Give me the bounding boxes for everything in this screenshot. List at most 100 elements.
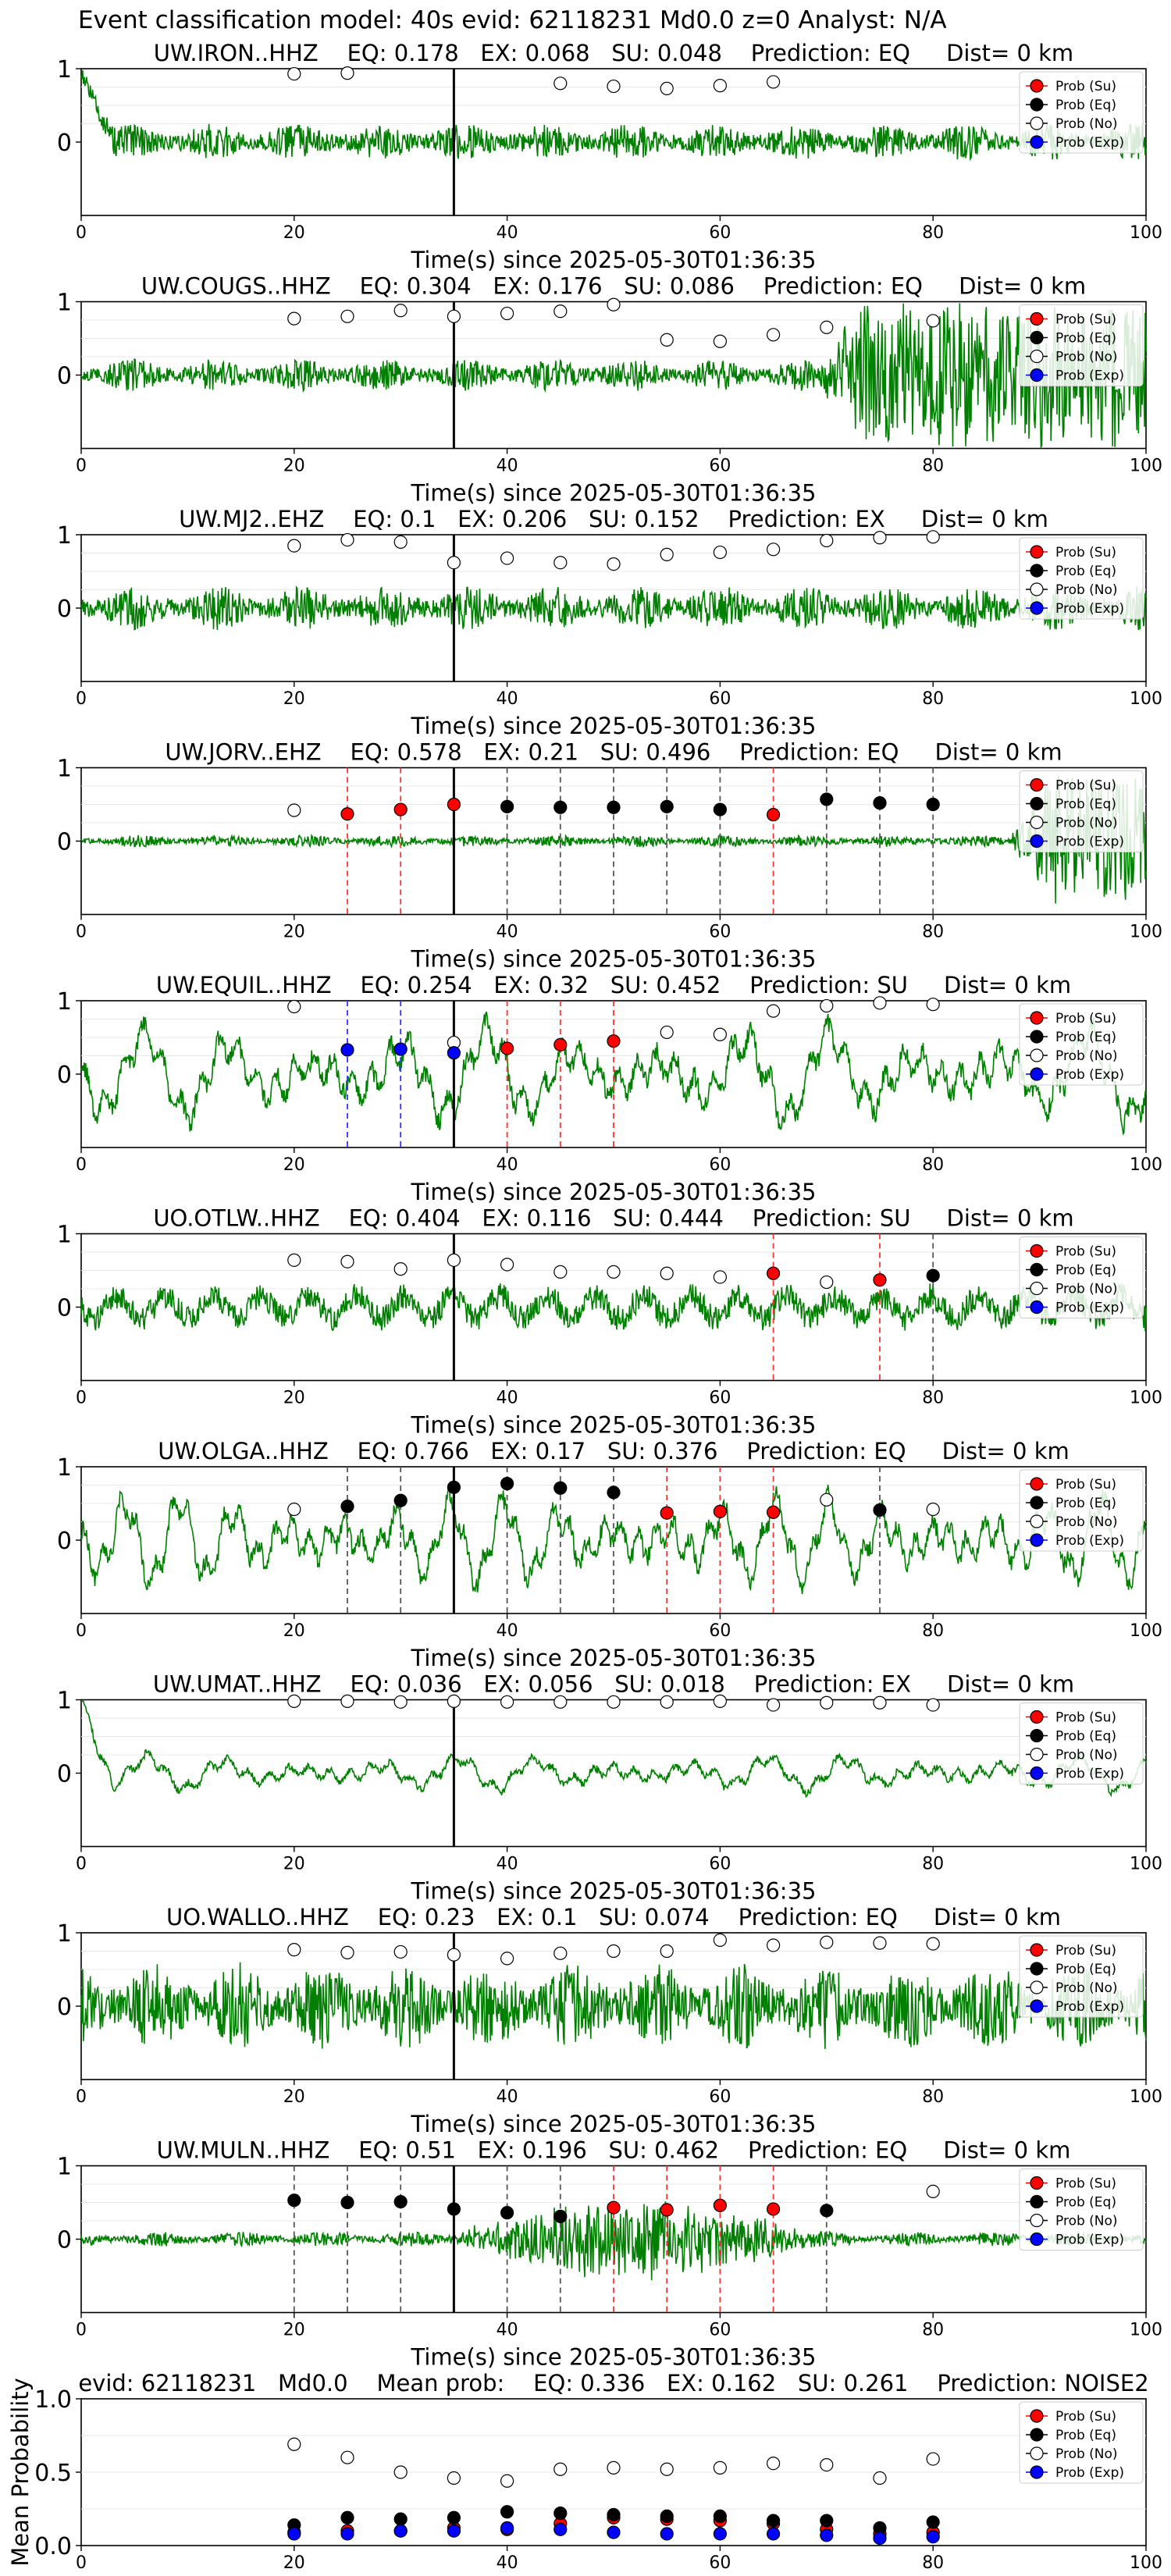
prob-point-no (553, 76, 568, 91)
prob-point-no (340, 1254, 354, 1268)
prob-point-su (660, 1506, 674, 1520)
legend-marker-eq (1030, 2194, 1044, 2209)
prob-point-no (393, 1695, 408, 1709)
legend-marker-su (1030, 1011, 1044, 1025)
mean-prob-point-eq (713, 2509, 728, 2523)
x-axis-label: Time(s) since 2025-05-30T01:36:35 (411, 1179, 817, 1205)
prob-point-su (766, 1505, 781, 1519)
legend: Prob (Su) Prob (Eq) Prob (No) Prob (Exp) (1019, 537, 1144, 620)
legend-label-su: Prob (Su) (1055, 1943, 1116, 1959)
x-tick-label: 0 (76, 1155, 87, 1175)
prob-point-no (287, 311, 301, 326)
legend-label-eq: Prob (Eq) (1055, 2195, 1116, 2211)
legend-marker-no (1030, 582, 1044, 596)
legend-marker-su (1030, 777, 1044, 792)
x-tick-label: 40 (497, 2087, 518, 2107)
x-tick-label: 40 (497, 1621, 518, 1641)
subplot-title: UW.JORV..EHZ EQ: 0.578 EX: 0.21 SU: 0.49… (165, 739, 1062, 766)
prob-point-eq (926, 1268, 940, 1283)
prob-point-eq (820, 792, 834, 806)
prob-point-no (287, 1694, 301, 1708)
x-tick-label: 100 (1130, 1155, 1162, 1175)
prob-point-no (287, 1943, 301, 1957)
mean-prob-point-eq (553, 2507, 568, 2521)
mean-prob-point-no (447, 2471, 461, 2485)
x-tick-label: 60 (709, 1389, 731, 1408)
waveform-trace (80, 69, 1147, 162)
prob-point-no (926, 1937, 940, 1951)
x-tick-label: 20 (283, 1155, 305, 1175)
legend-label-exp: Prob (Exp) (1055, 601, 1124, 617)
prob-point-eq (287, 2194, 301, 2208)
prob-point-exp (447, 1046, 461, 1060)
legend-box (1019, 1003, 1144, 1086)
prob-point-no (607, 1265, 621, 1279)
prob-point-no (340, 66, 354, 80)
mean-prob-point-eq (766, 2514, 781, 2528)
mean-prob-point-eq (500, 2505, 514, 2519)
prob-point-su (713, 2198, 728, 2212)
legend-label-no: Prob (No) (1055, 1980, 1118, 1996)
subplot-9: UO.WALLO..HHZ EQ: 0.23 EX: 0.1 SU: 0.074… (57, 1904, 1162, 2137)
x-tick-label: 20 (283, 1855, 305, 1874)
legend-label-no: Prob (No) (1055, 116, 1118, 132)
prob-point-su (500, 1041, 514, 1055)
legend-marker-no (1030, 2446, 1044, 2460)
prob-point-eq (500, 1477, 514, 1491)
legend-label-eq: Prob (Eq) (1055, 98, 1116, 113)
legend-marker-exp (1030, 2465, 1044, 2479)
prob-point-su (766, 2202, 781, 2216)
subplot-11: evid: 62118231 Md0.0 Mean prob: EQ: 0.33… (7, 2370, 1162, 2573)
prob-point-no (340, 1945, 354, 1959)
subplot-3: UW.MJ2..EHZ EQ: 0.1 EX: 0.206 SU: 0.152 … (57, 506, 1162, 739)
prob-point-eq (500, 2206, 514, 2220)
waveform-trace (80, 585, 1147, 631)
y-tick-label: 0 (57, 596, 72, 623)
legend-marker-no (1030, 1281, 1044, 1296)
prob-point-no (393, 535, 408, 550)
subplot-title: UO.OTLW..HHZ EQ: 0.404 EX: 0.116 SU: 0.4… (153, 1205, 1073, 1232)
prob-point-eq (553, 2209, 568, 2223)
prob-point-no (820, 533, 834, 548)
plot-frame (80, 1699, 1147, 1848)
subplot-title: evid: 62118231 Md0.0 Mean prob: EQ: 0.33… (78, 2370, 1148, 2396)
x-tick-label: 40 (497, 1855, 518, 1874)
legend-label-exp: Prob (Exp) (1055, 2465, 1124, 2481)
x-tick-label: 20 (283, 923, 305, 942)
legend-label-exp: Prob (Exp) (1055, 2233, 1124, 2248)
x-tick-label: 60 (709, 2087, 731, 2107)
legend-marker-su (1030, 1710, 1044, 1724)
y-tick-label: 1 (57, 522, 72, 550)
x-tick-label: 80 (922, 1389, 944, 1408)
legend-marker-no (1030, 2213, 1044, 2228)
mean-prob-point-no (660, 2462, 674, 2476)
x-tick-label: 20 (283, 2553, 305, 2573)
x-tick-label: 100 (1130, 457, 1162, 476)
prob-point-eq (500, 799, 514, 813)
prob-point-no (820, 1275, 834, 1290)
legend-label-su: Prob (Su) (1055, 2176, 1116, 2192)
x-tick-label: 40 (497, 1155, 518, 1175)
mean-prob-point-eq (393, 2512, 408, 2526)
legend-box (1019, 537, 1144, 620)
prob-point-no (766, 1698, 781, 1712)
legend-label-su: Prob (Su) (1055, 1477, 1116, 1493)
x-tick-label: 60 (709, 1855, 731, 1874)
prob-point-eq (660, 799, 674, 813)
y-tick-label: 0 (57, 1295, 72, 1322)
prob-point-no (660, 1266, 674, 1280)
prob-point-no (713, 1933, 728, 1947)
prob-point-no (820, 1493, 834, 1507)
x-tick-label: 0 (76, 1621, 87, 1641)
prob-point-no (926, 1502, 940, 1517)
subplot-title: UW.IRON..HHZ EQ: 0.178 EX: 0.068 SU: 0.0… (154, 40, 1073, 66)
x-axis-label: Time(s) since 2025-05-30T01:36:35 (411, 2111, 817, 2137)
legend-marker-exp (1030, 834, 1044, 849)
x-tick-label: 20 (283, 1621, 305, 1641)
subplot-title: UW.MJ2..EHZ EQ: 0.1 EX: 0.206 SU: 0.152 … (179, 506, 1048, 532)
x-tick-label: 60 (709, 223, 731, 243)
y-tick-label: 1 (57, 756, 72, 783)
prob-point-no (500, 306, 514, 321)
legend-label-no: Prob (No) (1055, 582, 1118, 598)
mean-prob-point-no (766, 2457, 781, 2471)
